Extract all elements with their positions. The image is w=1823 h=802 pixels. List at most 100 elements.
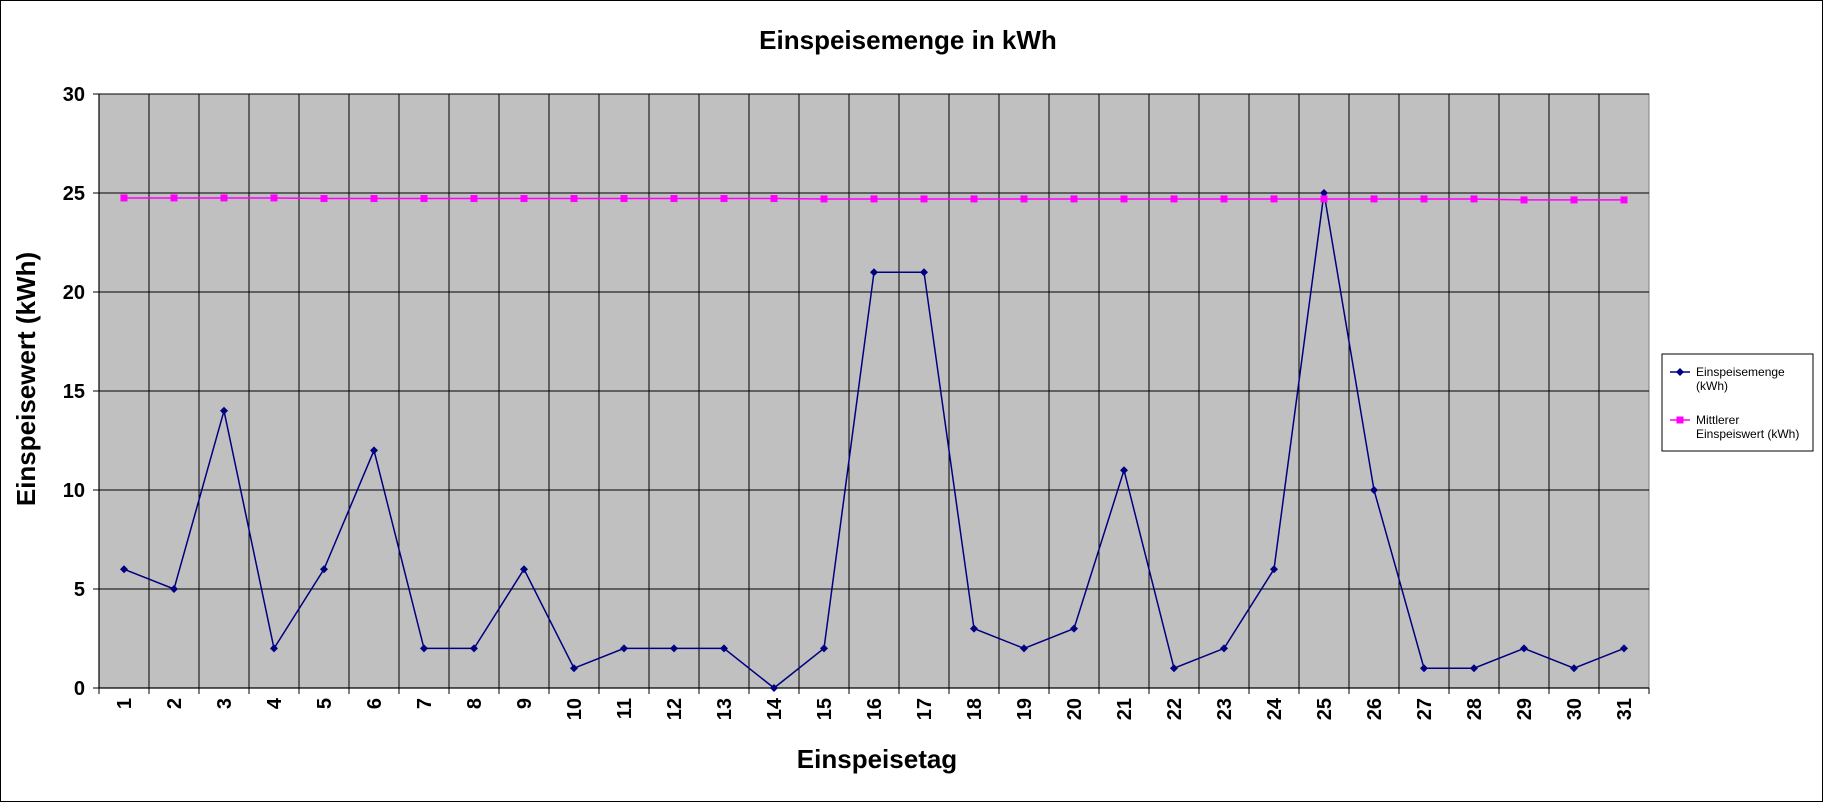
x-tick-label: 21 — [1114, 698, 1136, 720]
data-point-series-1 — [320, 565, 328, 574]
data-point-series-2 — [770, 195, 778, 203]
data-point-series-2 — [1020, 195, 1028, 203]
x-tick-label: 23 — [1214, 698, 1236, 720]
x-tick-label: 22 — [1164, 698, 1186, 720]
data-point-series-1 — [1520, 644, 1528, 653]
data-point-series-2 — [220, 194, 228, 202]
data-point-series-2 — [470, 195, 478, 203]
x-tick-label: 5 — [314, 698, 336, 709]
data-point-series-1 — [870, 268, 878, 277]
x-tick-label: 7 — [414, 698, 436, 709]
data-point-series-1 — [1370, 486, 1378, 494]
data-point-series-1 — [520, 565, 528, 574]
y-tick-label: 0 — [74, 678, 85, 700]
data-point-series-2 — [1620, 196, 1628, 204]
data-point-series-2 — [120, 194, 128, 202]
data-point-series-1 — [1420, 664, 1428, 673]
chart-title: Einspeisemenge in kWh — [759, 25, 1057, 55]
y-tick-label: 15 — [63, 381, 85, 403]
x-tick-label: 25 — [1314, 698, 1336, 720]
data-point-series-1 — [1470, 664, 1478, 673]
data-point-series-1 — [970, 624, 978, 633]
data-point-series-1 — [170, 585, 178, 593]
data-point-series-1 — [770, 684, 778, 692]
data-point-series-1 — [420, 644, 428, 653]
data-point-series-2 — [1520, 196, 1528, 204]
data-point-series-1 — [1320, 189, 1328, 197]
x-tick-label: 10 — [564, 698, 586, 720]
y-tick-label: 20 — [63, 282, 85, 304]
data-point-series-2 — [670, 195, 678, 203]
data-point-series-2 — [1370, 195, 1378, 203]
y-tick-label: 10 — [63, 480, 85, 502]
y-tick-label: 30 — [63, 84, 85, 106]
data-point-series-1 — [1070, 624, 1078, 633]
data-point-series-2 — [1570, 196, 1578, 204]
data-point-series-2 — [570, 195, 578, 203]
x-tick-label: 1 — [114, 698, 136, 709]
legend-label-1: (kWh) — [1696, 379, 1728, 393]
data-point-series-2 — [1070, 195, 1078, 203]
x-tick-label: 26 — [1364, 698, 1386, 720]
data-point-series-2 — [1470, 195, 1478, 203]
data-point-series-1 — [1570, 664, 1578, 673]
x-tick-label: 12 — [664, 698, 686, 720]
data-point-series-1 — [920, 268, 928, 277]
x-tick-label: 6 — [364, 698, 386, 709]
data-point-series-2 — [1220, 195, 1228, 203]
data-point-series-1 — [370, 446, 378, 455]
legend-marker-1 — [1676, 368, 1684, 376]
legend-label-1: Einspeisemenge — [1696, 365, 1785, 379]
data-point-series-1 — [120, 565, 128, 574]
data-point-series-2 — [1270, 195, 1278, 203]
legend: Einspeisemenge(kWh) MittlererEinspeiswert… — [1661, 353, 1814, 452]
data-point-series-2 — [870, 195, 878, 203]
data-point-series-2 — [620, 195, 628, 203]
x-tick-label: 2 — [164, 698, 186, 709]
data-point-series-1 — [220, 406, 228, 415]
data-point-series-2 — [1320, 195, 1328, 203]
legend-box — [1661, 353, 1814, 452]
x-tick-label: 18 — [964, 698, 986, 720]
legend-label-2: Einspeiswert (kWh) — [1696, 427, 1799, 441]
data-point-series-1 — [1220, 644, 1228, 653]
data-point-series-2 — [270, 194, 278, 202]
data-point-series-1 — [670, 644, 678, 653]
x-tick-label: 14 — [764, 697, 786, 720]
x-tick-label: 28 — [1464, 698, 1486, 720]
x-tick-label: 3 — [214, 698, 236, 709]
data-point-series-2 — [320, 195, 328, 203]
data-point-series-1 — [820, 644, 828, 653]
x-tick-label: 13 — [714, 698, 736, 720]
data-point-series-2 — [720, 195, 728, 203]
y-axis-title: Einspeisewert (kWh) — [11, 252, 41, 506]
data-point-series-1 — [270, 644, 278, 653]
x-tick-label: 20 — [1064, 698, 1086, 720]
x-tick-label: 15 — [814, 698, 836, 720]
x-tick-label: 31 — [1614, 698, 1636, 720]
x-tick-label: 11 — [614, 698, 636, 719]
data-point-series-1 — [1020, 644, 1028, 653]
data-point-series-1 — [1120, 466, 1128, 475]
x-tick-label: 19 — [1014, 698, 1036, 720]
data-point-series-1 — [1620, 644, 1628, 653]
data-point-series-1 — [620, 644, 628, 653]
x-tick-label: 30 — [1564, 698, 1586, 720]
data-point-series-2 — [970, 195, 978, 203]
x-tick-label: 9 — [514, 698, 536, 709]
x-tick-label: 24 — [1264, 697, 1286, 720]
x-tick-label: 29 — [1514, 698, 1536, 720]
data-point-series-2 — [820, 195, 828, 203]
data-point-series-2 — [1170, 195, 1178, 203]
data-point-series-2 — [920, 195, 928, 203]
data-point-series-1 — [470, 644, 478, 653]
data-point-series-2 — [170, 194, 178, 202]
y-tick-label: 25 — [63, 183, 85, 205]
data-point-series-1 — [1170, 664, 1178, 673]
legend-label-2: Mittlerer — [1696, 413, 1739, 427]
x-axis-title: Einspeisetag — [797, 744, 957, 774]
x-tick-label: 27 — [1414, 698, 1436, 720]
data-point-series-2 — [520, 195, 528, 203]
